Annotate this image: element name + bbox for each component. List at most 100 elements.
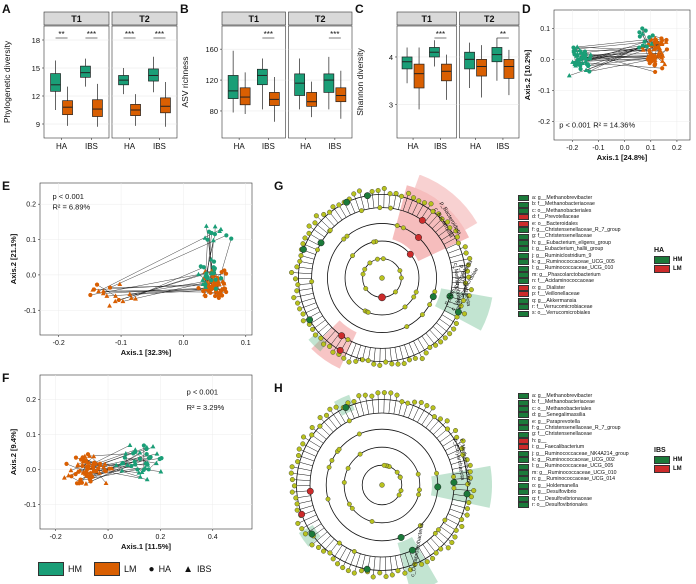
- clade-branch: [297, 461, 313, 467]
- clade-node: [424, 403, 430, 409]
- clade-node: [398, 488, 404, 493]
- clade-node: [460, 452, 466, 458]
- clade-node: [397, 474, 403, 480]
- clade-node: [419, 561, 425, 567]
- sample-point: [212, 224, 218, 229]
- clade-branch: [402, 193, 409, 211]
- y-tick-label: 80: [210, 107, 218, 116]
- clade-branch: [421, 407, 434, 426]
- clade-node: [442, 335, 448, 341]
- clade-branch: [429, 418, 441, 432]
- clade-branch: [319, 417, 334, 433]
- clade-node: [351, 570, 357, 576]
- sample-point: [133, 296, 138, 301]
- legend-item: g: f__Christensenellaceae: [518, 431, 629, 438]
- clade-node: [297, 306, 303, 312]
- y-tick-label: 160: [205, 45, 218, 54]
- y-tick-label: 0.0: [540, 57, 550, 64]
- plot-frame: [396, 25, 457, 139]
- sig-label: ***: [330, 30, 339, 39]
- sample-point: [123, 451, 129, 456]
- pair-segment: [207, 232, 212, 276]
- x-tick-label: HA: [300, 142, 312, 151]
- sample-point: [78, 477, 83, 482]
- clade-node: [423, 350, 429, 356]
- clade-branch: [304, 237, 320, 246]
- clade-branch: [323, 538, 335, 552]
- clade-branch: [436, 322, 450, 334]
- hm-swatch: [38, 562, 64, 576]
- sample-point: [73, 472, 78, 477]
- clade-node: [302, 531, 308, 537]
- clade-node: [300, 311, 306, 317]
- clade-branch: [451, 264, 469, 268]
- clade-branch: [332, 206, 343, 221]
- legend-swatch: [518, 457, 529, 464]
- sample-point: [583, 67, 589, 72]
- clade-branch: [309, 315, 323, 325]
- x-tick-label: 0.0: [620, 145, 630, 152]
- sample-point: [68, 467, 74, 473]
- clade-node: [393, 190, 399, 196]
- clade-node: [459, 523, 465, 529]
- clade-node: [345, 465, 351, 471]
- sample-point: [112, 298, 118, 304]
- clade-node: [465, 262, 471, 268]
- clade-node: [445, 545, 451, 551]
- clade-branch: [299, 448, 317, 457]
- pair-segment: [90, 457, 150, 482]
- clade-highlight: [308, 332, 328, 352]
- clade-node-significant: [450, 479, 458, 486]
- sample-point: [131, 451, 136, 456]
- clade-branch: [353, 401, 360, 417]
- clade-node: [327, 209, 333, 215]
- legend-swatch: [518, 278, 529, 285]
- legend-swatch: [518, 463, 529, 470]
- sample-point: [662, 61, 668, 67]
- sample-point: [103, 480, 109, 485]
- clade-node: [419, 356, 425, 362]
- clade-branch: [413, 340, 423, 359]
- sample-point: [652, 36, 658, 41]
- clade-node: [467, 475, 473, 481]
- clade-node: [459, 445, 465, 451]
- clade-node: [336, 202, 342, 208]
- legend-item: p: f__Veillonellaceae: [518, 291, 621, 298]
- sample-point: [137, 450, 143, 455]
- sample-point: [119, 468, 125, 473]
- legend-item: m: g__Ruminococcaceae_UCG_010: [518, 470, 629, 477]
- clade-branch: [404, 344, 410, 360]
- clade-node: [439, 216, 445, 222]
- sample-point: [78, 457, 84, 462]
- clade-node: [437, 416, 443, 422]
- clade-node: [327, 343, 333, 349]
- clade-node: [370, 574, 376, 580]
- legend-swatch: [518, 495, 529, 502]
- clade-branch: [314, 222, 328, 234]
- sample-point: [90, 287, 96, 292]
- sample-point: [643, 28, 648, 33]
- legend-item: s: o__Verrucomicrobiales: [518, 310, 621, 317]
- clade-branch: [383, 392, 385, 414]
- sample-point: [139, 469, 145, 475]
- clade-branch: [372, 556, 376, 577]
- clade-node: [394, 469, 400, 475]
- clade-node: [453, 428, 459, 434]
- clade-branch: [388, 392, 392, 414]
- clade-node: [466, 500, 472, 506]
- clade-node: [466, 293, 472, 299]
- box: [92, 99, 103, 117]
- clade-branch: [453, 477, 471, 480]
- clade-node: [458, 303, 464, 309]
- clade-node: [365, 358, 371, 364]
- legend-item: k: g__Ruminococcaceae_UCG_005: [518, 259, 621, 266]
- clade-branch: [291, 472, 311, 476]
- pcoa-plot-e: -0.2 -0.1 0.0 0.1 -0.1 0.0 0.1 0.2 Axis.1 [32.3%…: [9, 182, 253, 357]
- clade-branch: [312, 319, 326, 330]
- plot-frame: [39, 374, 253, 530]
- sample-point: [640, 47, 646, 52]
- x-axis-label: Axis.1 [32.3%]: [121, 348, 172, 357]
- clade-node: [451, 474, 456, 480]
- clade-node: [377, 362, 383, 368]
- y-tick-label: 0.1: [26, 432, 36, 439]
